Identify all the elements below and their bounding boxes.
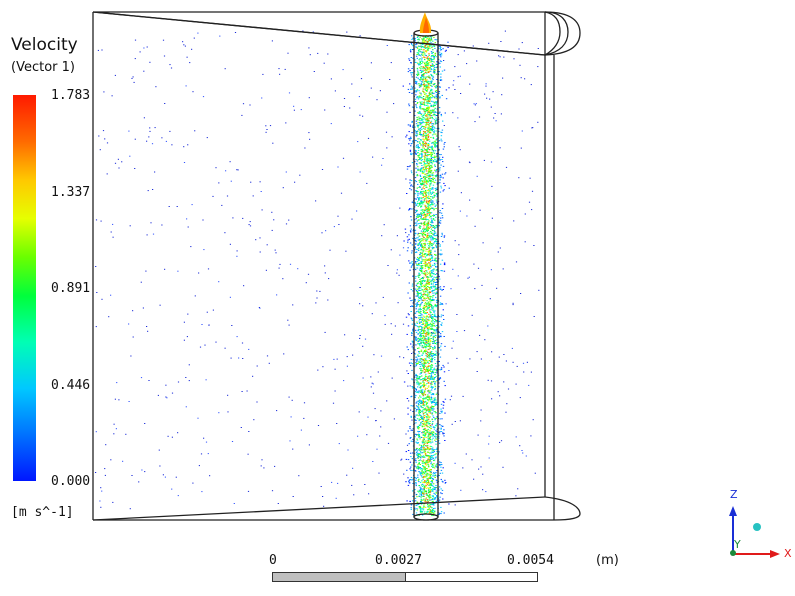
legend-tick-min: 0.000 xyxy=(51,474,91,489)
legend-tick-max: 1.783 xyxy=(51,88,91,103)
y-axis-label: Y xyxy=(734,538,741,551)
velocity-vectors xyxy=(95,30,540,516)
z-axis-label: Z xyxy=(730,488,738,501)
scale-label: 0.0027 xyxy=(375,553,422,568)
scale-bar-fill xyxy=(273,573,406,581)
legend-title: Velocity xyxy=(11,35,78,55)
scale-label: 0 xyxy=(269,553,277,568)
scale-unit: (m) xyxy=(596,553,619,568)
legend-tick: 0.891 xyxy=(51,281,91,296)
outlet-plume xyxy=(419,12,432,33)
legend-tick: 1.337 xyxy=(51,185,91,200)
scale-label: 0.0054 xyxy=(507,553,554,568)
x-axis-label: X xyxy=(784,547,792,560)
legend-subtitle: (Vector 1) xyxy=(11,60,75,75)
legend-tick: 0.446 xyxy=(51,378,91,393)
legend-units: [m s^-1] xyxy=(11,505,74,520)
domain-outline xyxy=(92,11,581,521)
length-scale-bar xyxy=(272,572,538,582)
axis-triad xyxy=(729,506,780,558)
color-scale-bar xyxy=(13,95,36,481)
